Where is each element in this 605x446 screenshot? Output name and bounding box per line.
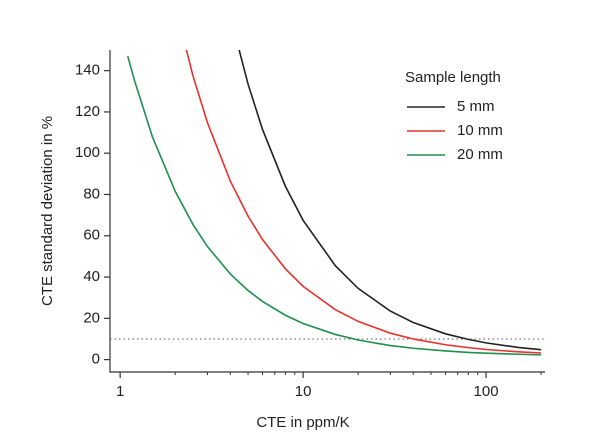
series-line (185, 50, 542, 354)
y-tick-label: 120 (75, 103, 100, 120)
y-tick-label: 80 (83, 185, 100, 202)
y-tick-label: 100 (75, 144, 100, 161)
y-tick-label: 20 (83, 309, 100, 326)
y-tick-label: 140 (75, 62, 100, 79)
y-tick-label: 40 (83, 268, 100, 285)
legend-label: 10 mm (457, 122, 503, 139)
y-tick-label: 0 (92, 351, 100, 368)
legend-label: 20 mm (457, 146, 503, 163)
axes (109, 50, 545, 373)
y-axis-label: CTE standard deviation in % (39, 116, 56, 306)
series-line (238, 50, 542, 351)
x-tick-label: 10 (295, 383, 312, 400)
x-tick-label: 1 (116, 383, 124, 400)
series-line (126, 55, 542, 356)
y-tick-label: 60 (83, 227, 100, 244)
x-tick-label: 100 (474, 383, 499, 400)
x-axis-label: CTE in ppm/K (256, 414, 349, 431)
legend-title: Sample length (405, 69, 501, 86)
legend-label: 5 mm (457, 98, 495, 115)
plot-area (126, 50, 542, 356)
